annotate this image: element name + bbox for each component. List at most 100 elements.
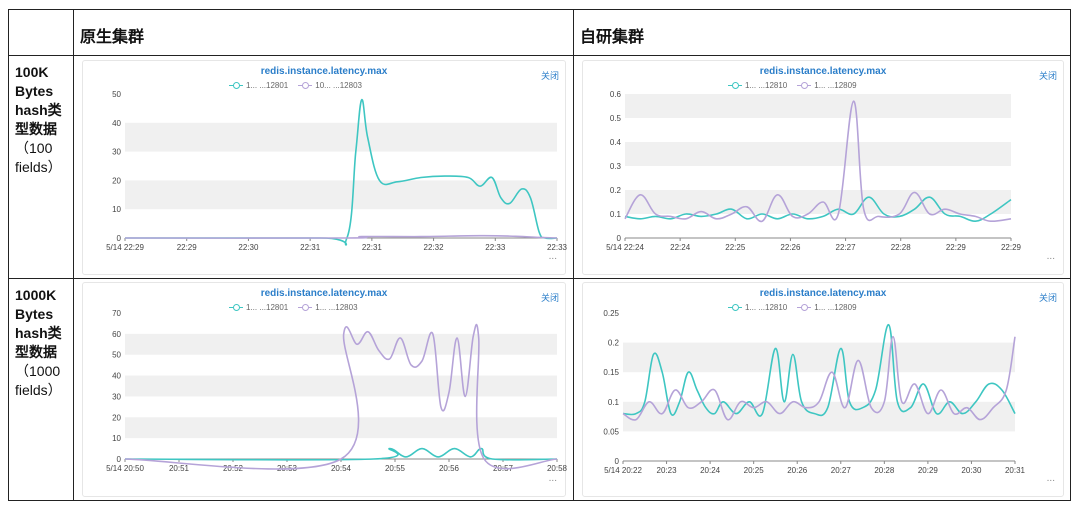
chart-panel-custom-100k: redis.instance.latency.max 关闭... 1... ...1… xyxy=(582,60,1064,275)
y-tick-label: 30 xyxy=(112,392,121,401)
chart-panel-custom-1000k: redis.instance.latency.max 关闭... 1... ...1… xyxy=(582,282,1064,497)
x-tick-label: 20:28 xyxy=(874,466,895,475)
x-tick-label: 22:29 xyxy=(1001,243,1022,252)
table-border-top xyxy=(8,9,1071,10)
legend-item[interactable]: 1... ...12810 xyxy=(728,81,787,90)
chart-title: redis.instance.latency.max xyxy=(759,66,887,77)
row-label-line: fields） xyxy=(15,382,62,398)
y-tick-label: 50 xyxy=(112,351,121,360)
legend-marker-icon xyxy=(797,82,812,90)
close-link[interactable]: 关闭 xyxy=(540,293,559,303)
y-tick-label: 10 xyxy=(112,205,121,214)
x-tick-label: 22:33 xyxy=(485,243,506,252)
row-label-1000k: 1000K Bytes hash类 型数据 （1000 fields） xyxy=(15,286,73,400)
close-link[interactable]: 关闭 xyxy=(1038,293,1057,303)
legend-item[interactable]: 1... ...12803 xyxy=(298,303,358,312)
chart-legend: 1... ...12810 1... ...12809 xyxy=(728,81,867,90)
legend-marker-icon xyxy=(229,304,243,312)
table-border-bottom xyxy=(8,500,1071,501)
chart-panel-native-100k: redis.instance.latency.max 关闭... 1... ...1… xyxy=(82,60,568,275)
x-tick-label: 22:29 xyxy=(177,243,198,252)
legend-item[interactable]: 1... ...12801 xyxy=(229,303,288,312)
legend-item[interactable]: 1... ...12810 xyxy=(728,303,787,312)
row-label-line: 100K xyxy=(15,64,49,80)
row-label-line: 型数据 xyxy=(15,121,57,137)
series-line-12803 xyxy=(124,234,558,239)
y-tick-label: 10 xyxy=(112,434,121,443)
y-tick-label: 0.1 xyxy=(610,210,622,219)
more-menu-icon[interactable]: ... xyxy=(548,473,557,484)
series-line-12801 xyxy=(124,447,558,461)
row-label-line: hash类 xyxy=(15,325,62,341)
grid-band xyxy=(125,375,557,397)
x-tick-label: 20:55 xyxy=(385,464,406,473)
row-label-line: （1000 xyxy=(15,363,61,379)
chart-legend: 1... ...12801 10... ...12803 xyxy=(229,81,372,90)
legend-label: 1... ...12809 xyxy=(814,81,857,90)
x-tick-label: 20:27 xyxy=(831,466,852,475)
legend-item[interactable]: 10... ...12803 xyxy=(298,81,362,90)
legend-label: 1... ...12803 xyxy=(315,303,358,312)
grid-band xyxy=(125,122,557,152)
row-label-100k: 100K Bytes hash类 型数据 （100 fields） xyxy=(15,63,73,177)
more-menu-icon[interactable]: ... xyxy=(548,251,557,262)
y-tick-label: 0 xyxy=(617,234,622,243)
y-tick-label: 20 xyxy=(112,413,121,422)
y-tick-label: 0.1 xyxy=(608,398,620,407)
y-tick-label: 0.5 xyxy=(610,114,622,123)
chart-legend: 1... ...12801 1... ...12803 xyxy=(229,303,368,312)
y-tick-label: 0.3 xyxy=(610,162,622,171)
legend-item[interactable]: 1... ...12809 xyxy=(797,81,857,90)
legend-label: 1... ...12809 xyxy=(814,303,857,312)
y-tick-label: 30 xyxy=(112,148,121,157)
chart-legend: 1... ...12810 1... ...12809 xyxy=(728,303,867,312)
legend-marker-icon xyxy=(298,82,313,90)
legend-marker-icon xyxy=(229,82,243,90)
column-header-self-developed-cluster: 自研集群 xyxy=(580,29,645,46)
x-tick-label: 22:29 xyxy=(946,243,967,252)
y-tick-label: 0.6 xyxy=(610,90,622,99)
more-menu-icon[interactable]: ... xyxy=(1046,251,1055,262)
close-link[interactable]: 关闭 xyxy=(1038,71,1057,81)
x-tick-label: 20:29 xyxy=(918,466,939,475)
table-border-col2 xyxy=(573,9,574,501)
y-tick-label: 0.25 xyxy=(603,309,619,318)
x-tick-label: 5/14 20:22 xyxy=(604,466,642,475)
series-line-12809 xyxy=(622,335,1016,421)
legend-item[interactable]: 1... ...12801 xyxy=(229,81,288,90)
y-tick-label: 20 xyxy=(112,176,121,185)
x-tick-label: 20:52 xyxy=(223,464,244,473)
legend-label: 1... ...12810 xyxy=(745,81,788,90)
x-tick-label: 20:24 xyxy=(700,466,721,475)
y-tick-label: 0.4 xyxy=(610,138,622,147)
y-tick-label: 0.05 xyxy=(603,427,619,436)
table-border-row-divider xyxy=(8,278,1071,279)
line-chart: 0 0.05 0.1 0.15 0.2 0.25 5/14 20:22 20:23 20:24 2… xyxy=(603,309,1025,475)
row-label-line: fields） xyxy=(15,159,62,175)
x-tick-label: 22:26 xyxy=(780,243,801,252)
row-label-line: （100 xyxy=(15,140,53,156)
close-link[interactable]: 关闭 xyxy=(540,71,559,81)
legend-marker-icon xyxy=(728,82,742,90)
table-border-left xyxy=(8,9,9,501)
x-tick-label: 22:32 xyxy=(424,243,445,252)
y-tick-label: 0 xyxy=(117,455,122,464)
row-label-line: Bytes xyxy=(15,83,54,99)
series-line-12810 xyxy=(624,196,1012,223)
x-tick-label: 22:31 xyxy=(300,243,321,252)
y-tick-label: 40 xyxy=(112,119,121,128)
chart-title: redis.instance.latency.max xyxy=(260,66,388,77)
legend-item[interactable]: 1... ...12809 xyxy=(797,303,857,312)
y-tick-label: 70 xyxy=(112,309,121,318)
x-tick-label: 5/14 22:29 xyxy=(106,243,144,252)
x-tick-label: 22:30 xyxy=(238,243,259,252)
x-tick-label: 22:27 xyxy=(836,243,857,252)
more-menu-icon[interactable]: ... xyxy=(1046,473,1055,484)
legend-marker-icon xyxy=(728,304,742,312)
series-line-12801 xyxy=(124,98,558,246)
grid-band xyxy=(623,342,1015,373)
column-header-native-cluster: 原生集群 xyxy=(80,29,145,46)
y-tick-label: 0 xyxy=(615,457,620,466)
chart-title: redis.instance.latency.max xyxy=(759,288,887,299)
